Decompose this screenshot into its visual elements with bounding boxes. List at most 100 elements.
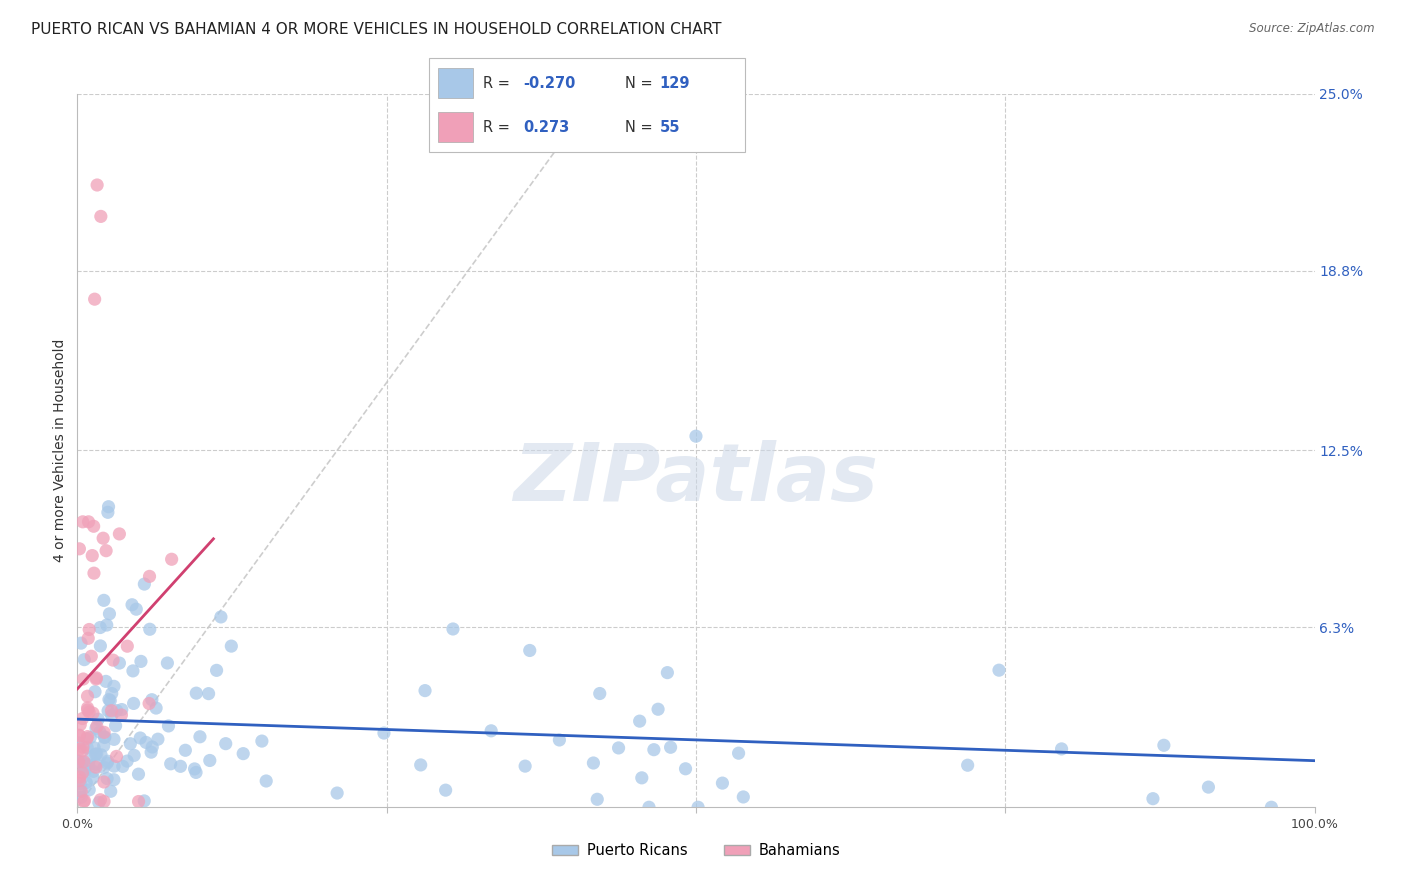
Point	[129, 654, 152, 668]
Point	[254, 774, 277, 789]
Point	[89, 639, 111, 653]
Point	[120, 737, 142, 751]
Point	[97, 754, 120, 768]
Point	[413, 683, 436, 698]
Point	[94, 674, 117, 689]
Point	[93, 725, 115, 739]
Point	[70, 636, 93, 650]
Point	[100, 784, 122, 798]
Point	[110, 708, 132, 723]
Legend: Puerto Ricans, Bahamians: Puerto Ricans, Bahamians	[546, 838, 846, 864]
Text: ZIPatlas: ZIPatlas	[513, 440, 879, 518]
Point	[67, 754, 90, 768]
Point	[76, 690, 98, 704]
Point	[96, 618, 118, 632]
Point	[82, 706, 104, 721]
Point	[72, 515, 94, 529]
Text: Source: ZipAtlas.com: Source: ZipAtlas.com	[1250, 22, 1375, 36]
Point	[76, 703, 98, 717]
Point	[79, 731, 101, 745]
Point	[93, 760, 115, 774]
Point	[122, 697, 145, 711]
Point	[685, 429, 707, 443]
Point	[688, 800, 710, 814]
Point	[93, 795, 115, 809]
Point	[69, 773, 91, 788]
Point	[86, 671, 108, 685]
Point	[72, 744, 94, 758]
Point	[125, 602, 148, 616]
Point	[122, 748, 145, 763]
Point	[134, 794, 156, 808]
Point	[115, 754, 138, 768]
Point	[198, 754, 221, 768]
Point	[86, 747, 108, 761]
Text: R =: R =	[482, 120, 519, 135]
Point	[1153, 739, 1175, 753]
Point	[87, 796, 110, 810]
Point	[127, 767, 149, 781]
Point	[711, 776, 734, 790]
Point	[129, 731, 152, 745]
Point	[111, 702, 134, 716]
Point	[169, 759, 191, 773]
Point	[586, 792, 609, 806]
Point	[82, 549, 104, 563]
Point	[205, 664, 228, 678]
Point	[122, 664, 145, 678]
Point	[519, 643, 541, 657]
Point	[89, 793, 111, 807]
Point	[84, 757, 107, 772]
Point	[83, 292, 105, 306]
Point	[90, 747, 112, 762]
Point	[103, 732, 125, 747]
Point	[111, 759, 134, 773]
Point	[96, 772, 118, 786]
Point	[103, 679, 125, 693]
FancyBboxPatch shape	[439, 69, 472, 98]
Point	[84, 672, 107, 686]
Point	[89, 725, 111, 739]
Point	[84, 722, 107, 736]
Point	[77, 632, 100, 646]
Point	[91, 531, 114, 545]
Point	[101, 653, 124, 667]
Point	[326, 786, 349, 800]
Point	[657, 665, 679, 680]
Point	[956, 758, 979, 772]
Point	[67, 728, 90, 742]
Point	[188, 730, 211, 744]
Point	[630, 771, 652, 785]
Point	[513, 759, 536, 773]
Point	[97, 704, 120, 718]
Point	[409, 758, 432, 772]
Point	[70, 784, 93, 798]
Point	[86, 178, 108, 192]
Point	[108, 527, 131, 541]
Point	[83, 566, 105, 581]
Point	[141, 739, 163, 754]
Point	[84, 684, 107, 698]
Point	[87, 712, 110, 726]
Point	[94, 730, 117, 744]
Point	[94, 543, 117, 558]
Text: -0.270: -0.270	[524, 76, 576, 91]
Point	[434, 783, 457, 797]
Point	[83, 740, 105, 755]
Point	[156, 656, 179, 670]
Point	[589, 686, 612, 700]
Point	[1260, 800, 1282, 814]
Point	[93, 731, 115, 745]
Point	[108, 656, 131, 670]
Point	[97, 500, 120, 514]
Point	[100, 704, 122, 718]
Point	[221, 639, 243, 653]
Point	[93, 739, 115, 753]
Point	[105, 749, 128, 764]
Point	[72, 766, 94, 780]
Text: 0.273: 0.273	[524, 120, 569, 135]
Point	[93, 593, 115, 607]
Point	[76, 701, 98, 715]
Point	[159, 756, 181, 771]
Point	[100, 708, 122, 723]
